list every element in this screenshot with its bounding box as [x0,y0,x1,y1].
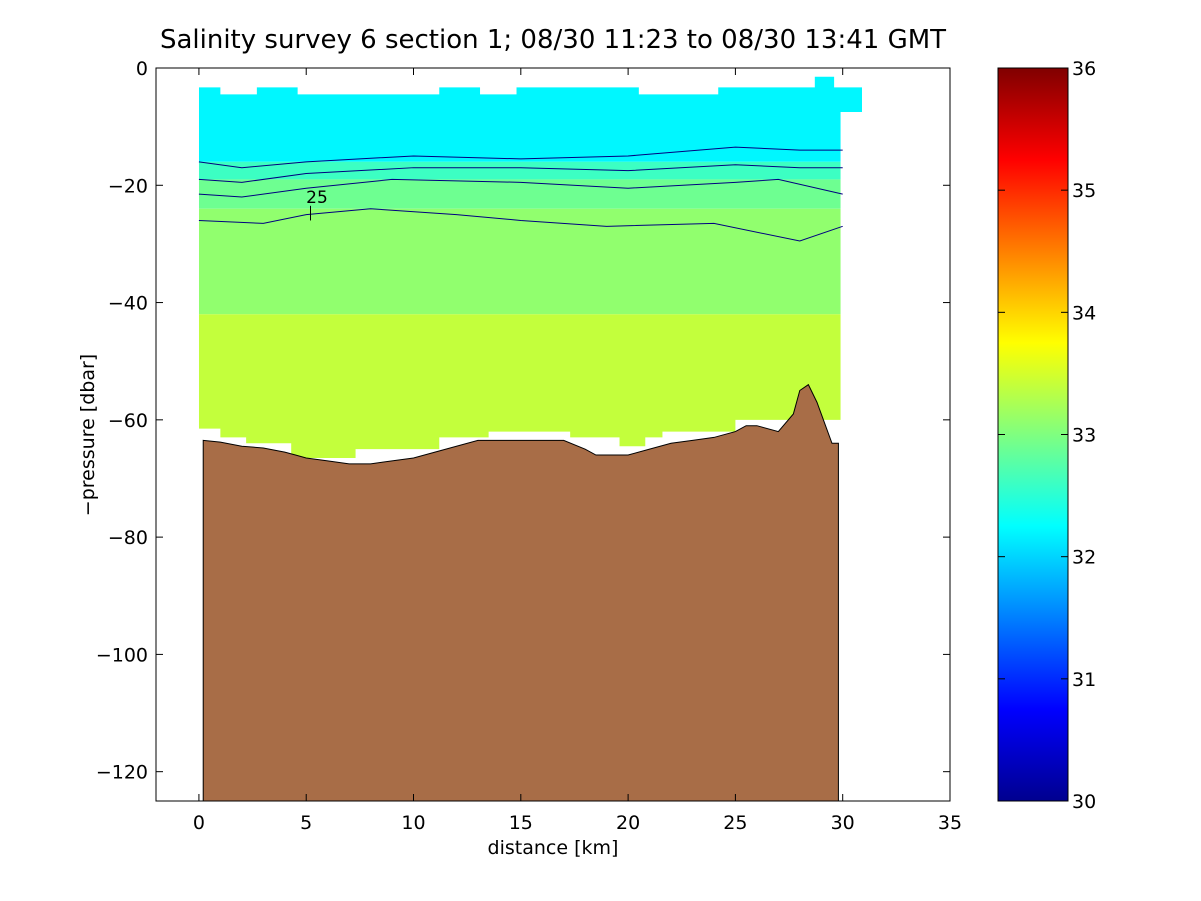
colorbar: 30 31 32 33 34 35 36 [997,58,1096,813]
contour-line [198,146,843,169]
x-tick-label: 35 [938,812,962,834]
contour-label: 25 [306,188,328,208]
colorbar-tick-label: 32 [1072,547,1096,569]
salinity-layer [198,179,863,209]
contour-line [198,178,843,198]
y-tick-label: −120 [96,762,148,784]
plot-frame [155,67,951,802]
colorbar-gradient [997,67,1069,802]
x-tick-label: 5 [300,812,312,834]
colorbar-tick-label: 30 [1072,791,1096,813]
seafloor-bathymetry [202,383,839,801]
colorbar-tick-label: 33 [1072,425,1096,447]
x-tick-label: 10 [401,812,425,834]
y-tick-label: −20 [108,175,148,197]
y-axis-label: −pressure [dbar] [77,354,99,516]
salinity-layer [198,161,863,180]
plot-area: 25 [198,76,863,801]
y-tick-label: −80 [108,527,148,549]
x-tick-label: 0 [193,812,205,834]
y-tick-label: −40 [108,293,148,315]
contour-line [198,164,843,183]
contour-line [198,208,843,242]
colorbar-tick-label: 35 [1072,180,1096,202]
y-tick-label: −60 [108,410,148,432]
y-tick-label: −100 [96,644,148,666]
axes: 0 5 10 15 20 25 30 35 0 −20 −40 −60 −80 −100 −120 [96,58,962,834]
salinity-layer [198,208,863,315]
x-tick-label: 25 [723,812,747,834]
colorbar-tick-label: 36 [1072,58,1096,80]
salinity-layer [198,76,863,162]
x-axis-label: distance [km] [488,837,619,859]
colorbar-tick-label: 34 [1072,302,1096,324]
x-tick-label: 20 [616,812,640,834]
colorbar-tick-label: 31 [1072,669,1096,691]
x-tick-label: 30 [831,812,855,834]
y-tick-label: 0 [136,58,148,80]
x-tick-label: 15 [509,812,533,834]
chart-title: Salinity survey 6 section 1; 08/30 11:23… [160,25,946,55]
